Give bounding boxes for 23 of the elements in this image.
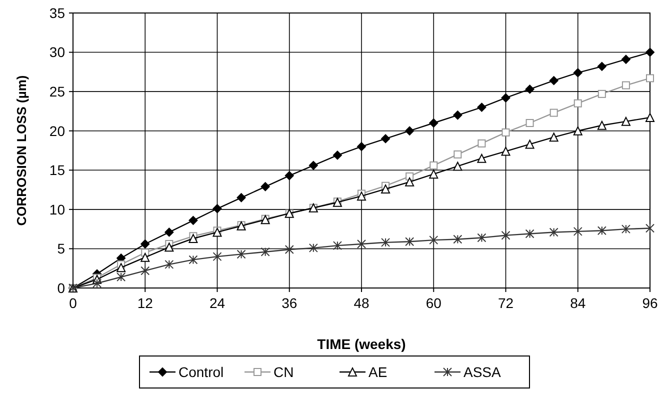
- x-tick-label: 36: [282, 295, 298, 311]
- y-tick-label: 10: [49, 201, 66, 218]
- x-tick-label: 12: [137, 295, 154, 311]
- y-tick-label: 25: [49, 83, 66, 100]
- x-tick-label: 48: [354, 295, 370, 311]
- legend-label: Control: [178, 364, 224, 380]
- y-tick-label: 35: [49, 4, 66, 21]
- x-tick-label: 24: [209, 295, 226, 311]
- y-tick-label: 30: [49, 44, 66, 60]
- y-tick-label: 0: [57, 280, 66, 296]
- y-tick-label: 15: [49, 162, 66, 178]
- x-tick-label: 60: [426, 295, 442, 311]
- legend-label: AE: [368, 364, 388, 380]
- x-tick-label: 96: [642, 295, 658, 311]
- legend-label: ASSA: [464, 364, 502, 380]
- x-axis-title: TIME (weeks): [317, 336, 406, 352]
- x-tick-label: 84: [570, 295, 586, 311]
- y-tick-label: 20: [49, 122, 66, 139]
- y-axis-title: CORROSION LOSS (µm): [14, 75, 29, 226]
- x-tick-label: 0: [69, 295, 78, 311]
- legend-label: CN: [274, 364, 294, 380]
- y-tick-label: 5: [57, 240, 66, 257]
- x-tick-label: 72: [498, 295, 514, 311]
